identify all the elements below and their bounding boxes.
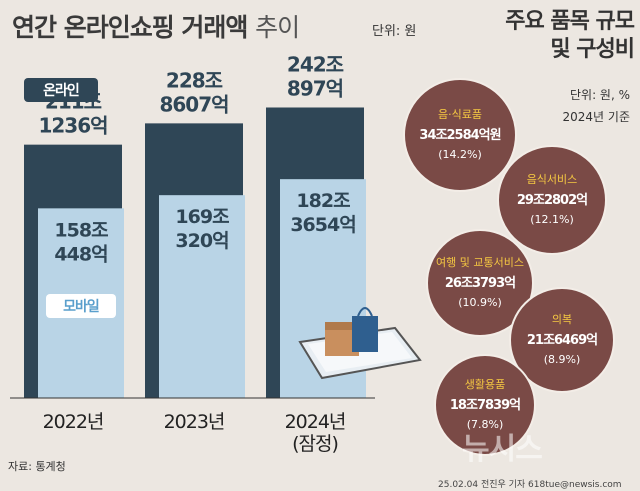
bubble-2 (426, 229, 534, 337)
mobile-value-label: 448억 (54, 243, 107, 265)
online-value-label: 228조 (166, 68, 223, 92)
legend-mobile-label: 모바일 (63, 299, 99, 315)
bubble-item-amount: 34조2584억원 (419, 128, 500, 143)
unit-label-right: 단위: 원, % (569, 88, 630, 102)
year-note-label: (잠정) (292, 433, 338, 455)
chart-title: 연간 온라인쇼핑 거래액 추이 (12, 8, 300, 44)
year-tick-label: 2024년 (285, 411, 346, 433)
legend-online-badge (24, 78, 98, 102)
mobile-value-label: 3654억 (290, 214, 355, 236)
bubble-0 (403, 78, 517, 192)
bubble-item-amount: 21조6469억 (527, 333, 597, 348)
bubble-title-line2: 및 구성비 (550, 37, 635, 62)
bubble-item-amount: 18조7839억 (450, 398, 520, 413)
online-value-label: 897억 (287, 76, 343, 100)
legend-mobile-badge (46, 294, 116, 318)
bubble-item-share: (8.9%) (544, 353, 581, 366)
credit-line: 25.02.04 전진우 기자 618tue@newsis.com (438, 480, 622, 490)
year-tick-label: 2022년 (43, 411, 104, 433)
bubble-item-name: 음식서비스 (527, 173, 578, 186)
legend-online-label: 온라인 (43, 82, 79, 99)
bubble-1 (497, 145, 607, 255)
box-lid-icon (325, 322, 359, 330)
online-value-label: 242조 (287, 52, 344, 76)
bubble-item-share: (7.8%) (467, 418, 504, 431)
source-note: 자료: 통계청 (8, 460, 66, 473)
mobile-value-label: 158조 (54, 219, 108, 241)
bubble-chart-title: 주요 품목 규모 및 구성비 (458, 8, 635, 64)
bubble-item-name: 의복 (552, 313, 572, 326)
watermark-logo: 뉴시스 (462, 432, 543, 467)
bubble-item-name: 생활용품 (465, 377, 505, 391)
bubble-item-name: 음·식료품 (438, 108, 482, 121)
year-tick-label: 2023년 (164, 411, 225, 433)
bag-handle-icon (357, 307, 373, 317)
bubble-item-amount: 29조2802억 (517, 193, 587, 208)
online-value-label: 8607억 (159, 92, 228, 116)
bubble-4 (434, 354, 536, 456)
mobile-value-label: 320억 (175, 230, 228, 252)
online-value-label: 1236억 (38, 114, 107, 138)
bar-mobile-2023년 (159, 195, 245, 398)
bubble-item-amount: 26조3793억 (445, 276, 515, 291)
unit-label-left: 단위: 원 (372, 24, 417, 39)
bubble-item-share: (12.1%) (530, 213, 574, 226)
title-light: 추이 (255, 13, 300, 42)
bubble-title-line1: 주요 품목 규모 (505, 9, 635, 34)
bubble-item-share: (10.9%) (458, 296, 502, 309)
year-note: 2024년 기준 (562, 110, 630, 124)
phone-shopping-illustration (298, 307, 422, 380)
bubble-3 (509, 287, 615, 393)
bubble-item-share: (14.2%) (438, 148, 482, 161)
shopping-bag-icon (352, 316, 378, 352)
mobile-value-label: 169조 (175, 206, 229, 228)
mobile-value-label: 182조 (296, 190, 350, 212)
title-bold: 연간 온라인쇼핑 거래액 (12, 13, 248, 42)
bubble-item-name: 여행 및 교통서비스 (436, 256, 524, 269)
